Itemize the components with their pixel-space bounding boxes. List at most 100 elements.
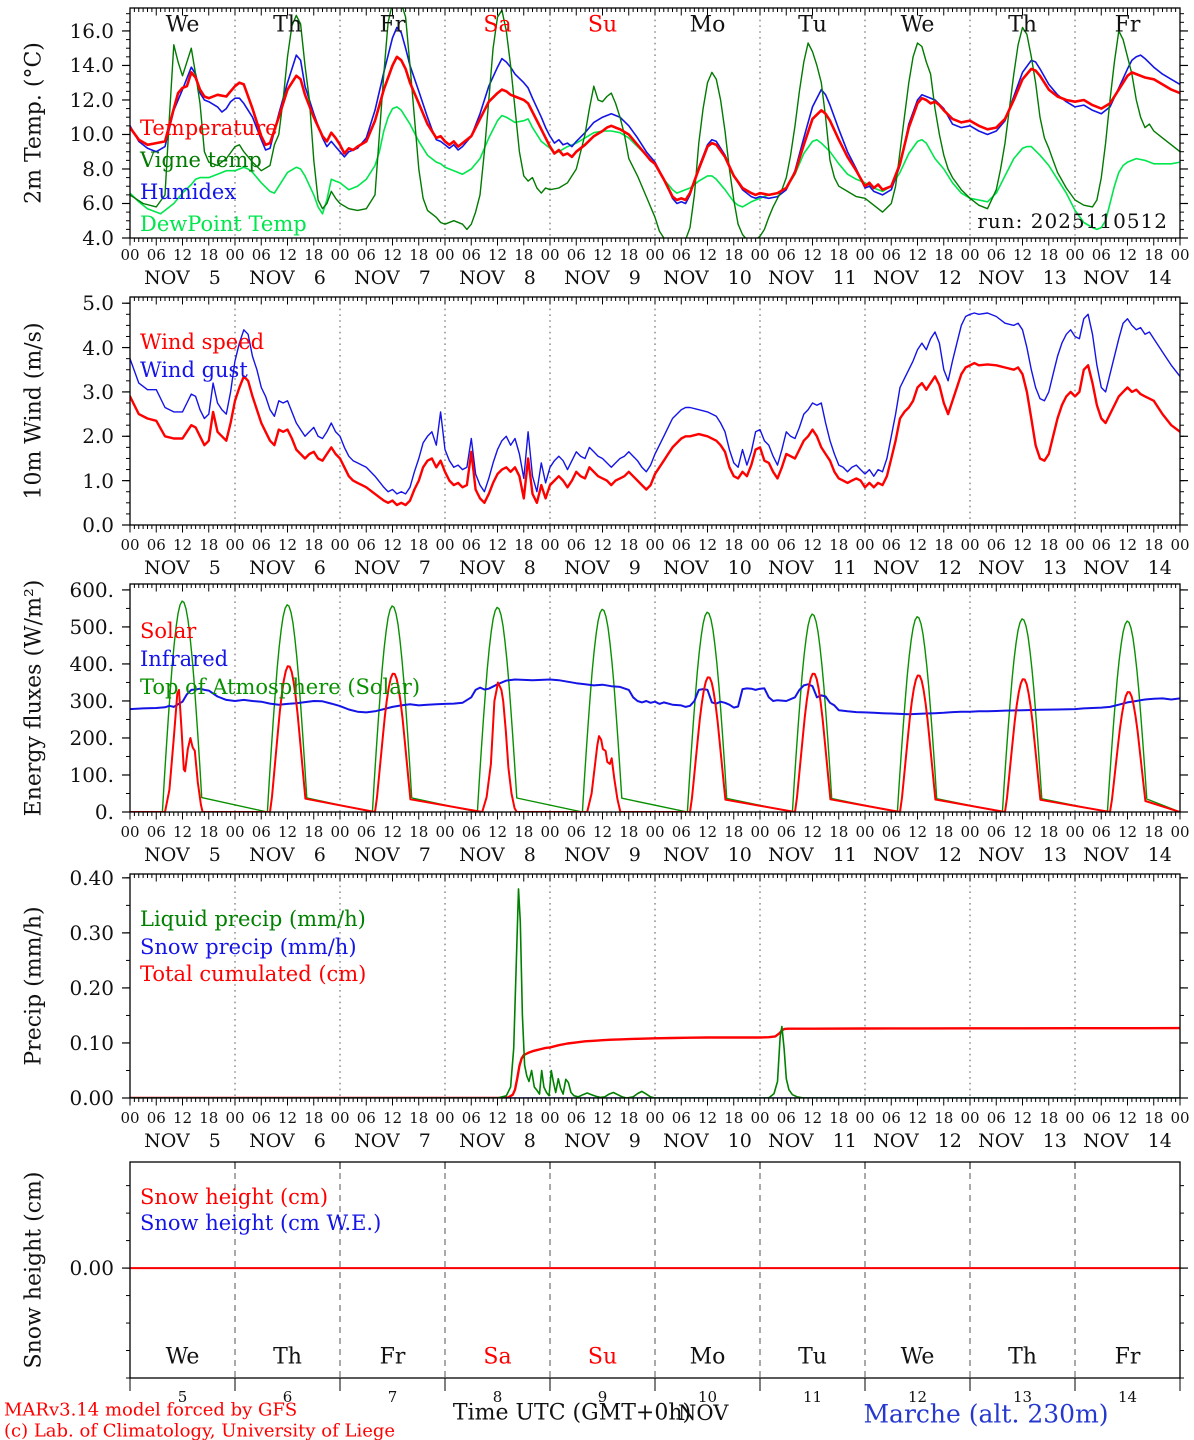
dewpoint-temp-curve (130, 106, 1180, 231)
vigne-temp-curve (130, 8, 1180, 238)
weekday-label-top: We (900, 12, 935, 38)
x-tick-label: 06 (146, 246, 166, 264)
x-tick-label: 00 (960, 823, 980, 841)
x-tick-label: 06 (461, 1109, 481, 1127)
x-tick-label: 18 (724, 536, 744, 554)
weekday-label-top: Mo (689, 12, 726, 38)
x-tick-label: 06 (986, 246, 1006, 264)
x-tick-label: 12 (907, 246, 928, 264)
date-label: NOV 7 (354, 267, 431, 289)
x-tick-label: 00 (225, 823, 245, 841)
x-tick-label: 06 (566, 246, 586, 264)
infrared-curve (130, 678, 1180, 716)
weekday-label-top: Fr (379, 12, 406, 38)
x-tick-label: 06 (1091, 823, 1111, 841)
x-tick-label: 18 (1144, 1109, 1164, 1127)
x-tick-label: 12 (697, 246, 718, 264)
x-tick-label: 00 (540, 536, 560, 554)
x-tick-label: 00 (330, 1109, 350, 1127)
x-tick-label: 00 (330, 246, 350, 264)
date-label: NOV 9 (564, 557, 641, 579)
weekday-label-top: Th (1008, 12, 1037, 38)
x-tick-label: 18 (304, 823, 324, 841)
y-tick-label: 8.0 (82, 156, 114, 181)
day-number-label: 9 (597, 1388, 608, 1406)
x-tick-label: 06 (356, 246, 376, 264)
day-number-label: 5 (177, 1388, 188, 1406)
weekday-label-bottom: Mo (689, 1344, 726, 1370)
date-label: NOV 9 (564, 1130, 641, 1152)
x-tick-label: 06 (251, 536, 271, 554)
day-number-label: 12 (907, 1388, 928, 1406)
date-label: NOV 11 (768, 557, 857, 579)
x-tick-label: 00 (120, 536, 140, 554)
x-tick-label: 18 (199, 1109, 219, 1127)
temperature-curve (130, 55, 1180, 202)
x-tick-label: 12 (1012, 823, 1033, 841)
x-tick-label: 06 (461, 536, 481, 554)
model-run-label: run: 2025110512 (977, 209, 1168, 233)
x-tick-label: 06 (1091, 246, 1111, 264)
x-tick-label: 06 (146, 536, 166, 554)
x-tick-label: 00 (855, 246, 875, 264)
x-tick-label: 06 (986, 536, 1006, 554)
y-tick-label: 10.0 (69, 122, 114, 147)
date-label: NOV 11 (768, 267, 857, 289)
x-tick-label: 06 (986, 1109, 1006, 1127)
date-label: NOV 8 (459, 267, 536, 289)
x-tick-label: 12 (1117, 246, 1138, 264)
x-tick-label: 18 (829, 246, 849, 264)
x-tick-label: 12 (907, 823, 928, 841)
y-tick-label: 400. (69, 651, 114, 676)
x-tick-label: 00 (645, 246, 665, 264)
x-tick-label: 18 (724, 1109, 744, 1127)
x-tick-label: 00 (435, 246, 455, 264)
date-label: NOV 8 (459, 1130, 536, 1152)
x-tick-label: 18 (1039, 536, 1059, 554)
x-tick-label: 18 (1144, 246, 1164, 264)
y-tick-label: 500. (69, 614, 114, 639)
y-tick-label: 300. (69, 688, 114, 713)
date-label: NOV 14 (1083, 557, 1172, 579)
y-tick-label: 0.40 (69, 865, 114, 890)
x-tick-label: 12 (697, 1109, 718, 1127)
x-tick-label: 00 (225, 1109, 245, 1127)
wind-speed-curve (130, 361, 1180, 507)
day-number-label: 14 (1117, 1388, 1138, 1406)
weekday-label-top: Sa (483, 12, 512, 38)
x-tick-label: 12 (907, 536, 928, 554)
x-tick-label: 12 (277, 823, 298, 841)
y-tick-label: 3.0 (82, 379, 114, 404)
x-tick-label: 06 (671, 536, 691, 554)
panel-border (129, 7, 1181, 239)
x-tick-label: 12 (277, 246, 298, 264)
x-tick-label: 06 (251, 246, 271, 264)
x-tick-label: 12 (277, 536, 298, 554)
x-tick-label: 18 (514, 536, 534, 554)
weekday-label-bottom: Th (1008, 1344, 1037, 1370)
date-label: NOV 11 (768, 844, 857, 866)
snow-height-cm-w-e-legend: Snow height (cm W.E.) (140, 1211, 382, 1235)
x-tick-label: 06 (251, 1109, 271, 1127)
lab-credit-line: (c) Lab. of Climatology, University of L… (4, 1420, 396, 1440)
solar-legend: Solar (140, 619, 197, 643)
x-tick-label: 18 (199, 536, 219, 554)
x-tick-label: 18 (934, 1109, 954, 1127)
day-number-label: 10 (697, 1388, 718, 1406)
x-tick-label: 00 (435, 1109, 455, 1127)
x-tick-label: 06 (356, 823, 376, 841)
weekday-label-bottom: We (900, 1344, 935, 1370)
x-tick-label: 00 (750, 823, 770, 841)
x-tick-label: 18 (199, 246, 219, 264)
x-tick-label: 06 (776, 536, 796, 554)
vigne-temp-legend: Vigne temp (140, 148, 262, 172)
weekday-label-bottom: Fr (379, 1344, 406, 1370)
day-number-label: 7 (387, 1388, 398, 1406)
date-label: NOV 12 (873, 1130, 962, 1152)
station-label: Marche (alt. 230m) (863, 1399, 1109, 1429)
x-tick-label: 18 (724, 246, 744, 264)
x-tick-label: 18 (1039, 246, 1059, 264)
x-tick-label: 00 (1170, 536, 1190, 554)
y-tick-label: 0.20 (69, 975, 114, 1000)
x-tick-label: 12 (1012, 246, 1033, 264)
